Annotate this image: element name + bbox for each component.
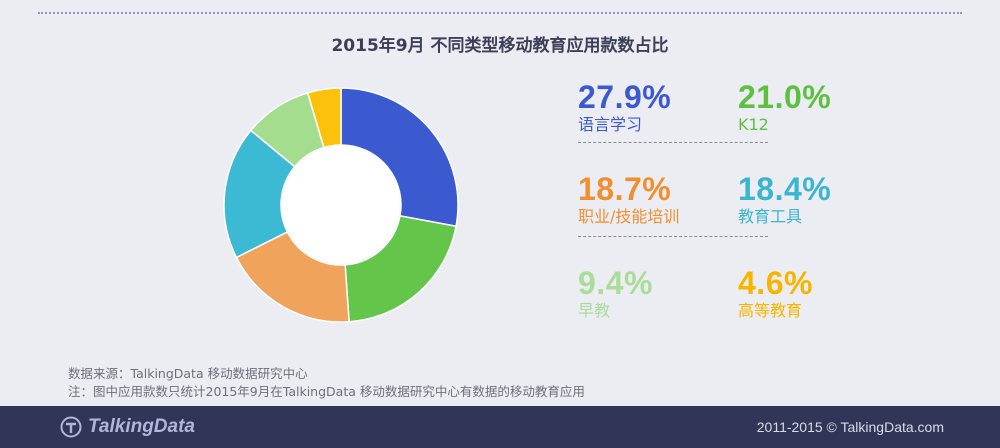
- chart-title: 2015年9月 不同类型移动教育应用款数占比: [331, 36, 669, 56]
- donut-slice-0: [340, 87, 459, 228]
- category-label-2: 职业/技能培训: [578, 207, 680, 226]
- donut-hole: [282, 146, 400, 264]
- note-line: 注：图中应用款数只统计2015年9月在TalkingData 移动数据研究中心有…: [68, 384, 585, 399]
- percent-label-2: 18.7%: [578, 171, 672, 207]
- donut-slice-1: [344, 214, 457, 323]
- percent-label-1: 21.0%: [738, 79, 832, 115]
- legend-item-2: 18.7% 职业/技能培训: [578, 172, 679, 227]
- donut-slice-3: [223, 129, 296, 259]
- brand-logo: TalkingData: [60, 416, 195, 438]
- category-label-1: K12: [738, 115, 769, 134]
- source-line: 数据来源：TalkingData 移动数据研究中心: [68, 366, 308, 381]
- category-label-5: 高等教育: [738, 301, 803, 320]
- donut-chart: [223, 87, 459, 323]
- top-dotted-rule: [38, 12, 962, 14]
- brand-name: TalkingData: [88, 416, 195, 437]
- copyright-text: 2011-2015 © TalkingData.com: [756, 419, 944, 435]
- percent-label-5: 4.6%: [738, 265, 813, 301]
- percent-label-4: 9.4%: [578, 265, 653, 301]
- category-label-4: 早教: [578, 301, 611, 320]
- legend-item-3: 18.4% 教育工具: [738, 172, 831, 227]
- donut-slice-2: [235, 230, 350, 323]
- divider-2: [578, 236, 768, 237]
- category-label-3: 教育工具: [738, 207, 803, 226]
- percent-label-0: 27.9%: [578, 79, 672, 115]
- legend-item-5: 4.6% 高等教育: [738, 266, 813, 321]
- legend-item-0: 27.9% 语言学习: [578, 80, 671, 135]
- legend-item-4: 9.4% 早教: [578, 266, 653, 321]
- category-label-0: 语言学习: [578, 115, 643, 134]
- percent-label-3: 18.4%: [738, 171, 832, 207]
- divider-1: [578, 142, 768, 143]
- talkingdata-logo-icon: [60, 416, 82, 438]
- donut-slice-5: [306, 87, 342, 149]
- footer-bar: TalkingData 2011-2015 © TalkingData.com: [0, 406, 1000, 448]
- source-notes: 数据来源：TalkingData 移动数据研究中心 注：图中应用款数只统计201…: [68, 365, 585, 401]
- legend-item-1: 21.0% K12: [738, 80, 831, 135]
